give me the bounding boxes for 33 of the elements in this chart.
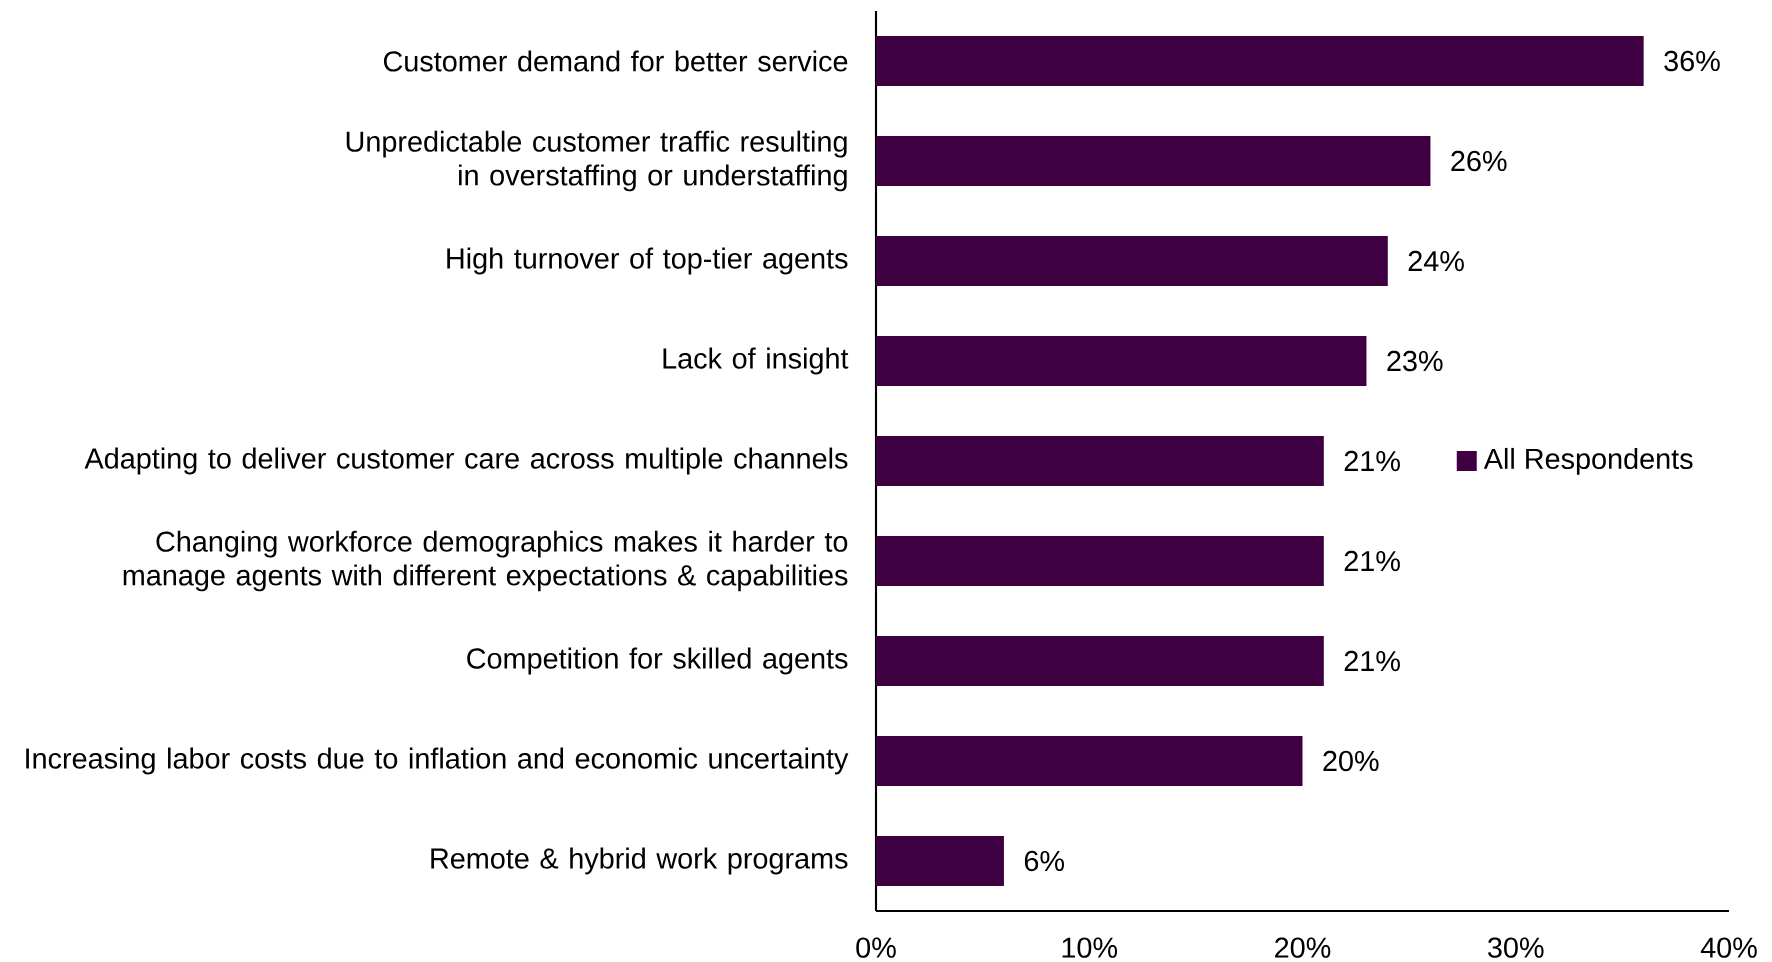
y-tick-label: Remote & hybrid work programs [431, 847, 848, 875]
data-label: 36% [1664, 50, 1720, 72]
y-tick-label: High turnover of top-tier agents [447, 247, 848, 275]
x-tick-label: 10% [1062, 937, 1118, 958]
y-tick-label: Unpredictable customer traffic resulting in overstaffing or understaffing [346, 130, 847, 192]
bar [876, 436, 1324, 486]
y-tick-label: Competition for skilled agents [467, 647, 848, 675]
bar [876, 635, 1324, 686]
data-label: 21% [1344, 550, 1400, 572]
bar [876, 136, 1431, 187]
y-tick-label: Lack of insight [663, 347, 849, 375]
y-tick-label: Customer demand for better service [383, 50, 848, 72]
data-label: 23% [1387, 350, 1443, 372]
bar [876, 735, 1303, 786]
y-tick-label: Adapting to deliver customer care across multiple channels [84, 447, 848, 475]
data-label: 26% [1451, 150, 1507, 172]
bar [876, 835, 1004, 886]
bar [876, 536, 1324, 586]
x-tick-label: 0% [856, 937, 896, 958]
x-tick-label: 20% [1275, 937, 1331, 958]
legend-label: All Respondents [1483, 447, 1693, 475]
bar [876, 336, 1367, 386]
data-label: 21% [1344, 650, 1400, 672]
data-label: 24% [1408, 250, 1464, 272]
data-label: 20% [1323, 750, 1379, 772]
y-tick-label: Increasing labor costs due to inflation and economic uncertainty [26, 747, 849, 775]
data-label: 6% [1024, 850, 1064, 872]
x-tick-label: 30% [1488, 937, 1544, 958]
x-tick-label: 40% [1700, 937, 1757, 958]
data-label: 21% [1344, 450, 1400, 472]
bar [876, 236, 1388, 287]
y-tick-label: Changing workforce demographics makes it harder to manage agents with different expectations & capabilities [123, 530, 848, 592]
bar [876, 36, 1644, 87]
